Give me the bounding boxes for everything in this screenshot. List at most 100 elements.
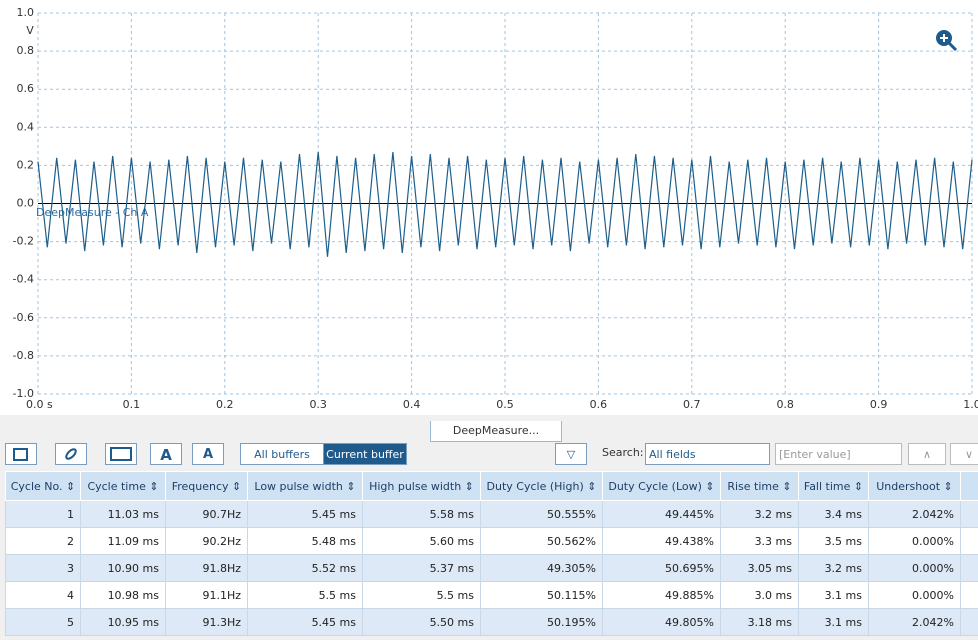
y-unit: V <box>26 24 34 37</box>
table-cell: 2 <box>5 527 81 555</box>
table-row: 3 10.90 ms 91.8Hz 5.52 ms 5.37 ms 49.305% 50.6… <box>5 554 978 582</box>
header-row: Cycle No. ⇕ Cycle time ⇕ Frequency ⇕ Low pu… <box>5 471 978 501</box>
all-buffers[interactable]: All buffers <box>240 443 324 465</box>
y-tick-label: -1.0 <box>13 387 34 400</box>
table-row: 1 11.03 ms 90.7Hz 5.45 ms 5.58 ms 50.555% 49.4… <box>5 500 978 528</box>
y-tick-label: -0.6 <box>13 311 34 324</box>
column-header[interactable]: Rise time ⇕ <box>720 471 799 501</box>
table-cell: 2.042% <box>868 500 961 528</box>
column-header[interactable]: Fall time ⇕ <box>798 471 869 501</box>
table-cell: 5.58 ms <box>362 500 481 528</box>
column-header[interactable]: Frequency ⇕ <box>165 471 248 501</box>
table-cell: 90.2Hz <box>165 527 248 555</box>
table-cell: 49.305% <box>480 554 603 582</box>
table-cell: 50.695% <box>602 554 721 582</box>
x-tick-label: 0.5 <box>496 398 514 411</box>
waveform <box>37 152 973 257</box>
export-button[interactable] <box>5 443 37 465</box>
table-cell: 10.90 ms <box>80 554 166 582</box>
table-cell: 3.2 ms <box>720 500 799 528</box>
font-larger[interactable]: A <box>150 443 182 465</box>
x-tick-label: 1.0 <box>963 398 978 411</box>
icon <box>13 448 28 461</box>
table-row: 4 10.98 ms 91.1Hz 5.5 ms 5.5 ms 50.115% 49.885… <box>5 581 978 609</box>
table-cell: 91.1Hz <box>165 581 248 609</box>
icon <box>110 447 132 461</box>
x-tick-label: 0.0 s <box>26 398 53 411</box>
table-cell-clipped <box>960 527 978 555</box>
x-tick-label: 0.2 <box>216 398 234 411</box>
table-cell: 5.60 ms <box>362 527 481 555</box>
x-tick-label: 0.3 <box>309 398 327 411</box>
search-field[interactable]: All fields <box>645 443 770 465</box>
x-tick-label: 0.1 <box>123 398 141 411</box>
table-cell: 10.95 ms <box>80 608 166 636</box>
table-cell: 3.4 ms <box>798 500 869 528</box>
plot-background <box>0 0 978 415</box>
search-input[interactable]: [Enter value] <box>775 443 902 465</box>
font-smaller[interactable]: A <box>192 443 224 465</box>
x-tick-label: 0.4 <box>403 398 421 411</box>
table-cell-clipped <box>960 554 978 582</box>
table-cell: 50.555% <box>480 500 603 528</box>
column-header-clipped <box>960 471 978 501</box>
table-cell: 90.7Hz <box>165 500 248 528</box>
column-header[interactable]: Cycle No. ⇕ <box>5 471 81 501</box>
y-tick-label: 1.0 <box>17 6 35 19</box>
filter-button[interactable]: ▽ <box>555 443 587 465</box>
table-cell: 49.885% <box>602 581 721 609</box>
table-cell: 5.50 ms <box>362 608 481 636</box>
column-header[interactable]: Low pulse width ⇕ <box>247 471 363 501</box>
table-cell: 5.5 ms <box>362 581 481 609</box>
table-cell: 3.0 ms <box>720 581 799 609</box>
table-cell-clipped <box>960 500 978 528</box>
table-cell: 50.562% <box>480 527 603 555</box>
series-label: DeepMeasure - Ch A <box>36 206 149 219</box>
table-cell-clipped <box>960 581 978 609</box>
zoom-icon[interactable] <box>936 30 958 52</box>
next-button[interactable]: ∨ <box>950 443 978 465</box>
column-header[interactable]: Cycle time ⇕ <box>80 471 166 501</box>
tab[interactable]: DeepMeasure... <box>430 421 562 442</box>
prev-button[interactable]: ∧ <box>908 443 946 465</box>
column-header[interactable]: Duty Cycle (High) ⇕ <box>480 471 603 501</box>
x-tick-label: 0.9 <box>870 398 888 411</box>
table-cell: 0.000% <box>868 554 961 582</box>
icon-shape <box>110 447 132 461</box>
table-cell: 3.1 ms <box>798 608 869 636</box>
table-cell: 5.5 ms <box>247 581 363 609</box>
table-cell: 5.48 ms <box>247 527 363 555</box>
measurement-panel: DeepMeasure... A A All buffers Current b… <box>0 415 978 640</box>
table-cell: 10.98 ms <box>80 581 166 609</box>
table-row: 2 11.09 ms 90.2Hz 5.48 ms 5.60 ms 50.562% 49.4… <box>5 527 978 555</box>
column-header[interactable]: Duty Cycle (Low) ⇕ <box>602 471 721 501</box>
y-tick-label: 0.6 <box>17 82 35 95</box>
table-cell: 3 <box>5 554 81 582</box>
zoom-handle[interactable] <box>947 41 958 52</box>
table-cell: 49.805% <box>602 608 721 636</box>
table-cell: 91.3Hz <box>165 608 248 636</box>
column-header[interactable]: Undershoot ⇕ <box>868 471 961 501</box>
table-cell: 4 <box>5 581 81 609</box>
link-button[interactable] <box>55 443 87 465</box>
table-cell: 50.115% <box>480 581 603 609</box>
table-cell: 49.445% <box>602 500 721 528</box>
y-tick-label: -0.8 <box>13 349 34 362</box>
table-cell: 3.3 ms <box>720 527 799 555</box>
table-cell: 3.18 ms <box>720 608 799 636</box>
search-label: Search: <box>602 446 644 459</box>
columns-button[interactable] <box>105 443 137 465</box>
column-header[interactable]: High pulse width ⇕ <box>362 471 481 501</box>
table-cell: 0.000% <box>868 581 961 609</box>
table-cell: 11.03 ms <box>80 500 166 528</box>
table-cell: 0.000% <box>868 527 961 555</box>
table-cell: 5.45 ms <box>247 500 363 528</box>
table-cell: 5.52 ms <box>247 554 363 582</box>
table-cell: 3.2 ms <box>798 554 869 582</box>
current-buffer[interactable]: Current buffer <box>323 443 407 465</box>
x-tick-label: 0.7 <box>683 398 701 411</box>
measurement-table: Cycle No. ⇕ Cycle time ⇕ Frequency ⇕ Low pu… <box>5 471 978 636</box>
y-tick-label: 0.0 <box>17 197 35 210</box>
table-cell: 49.438% <box>602 527 721 555</box>
table-cell: 50.195% <box>480 608 603 636</box>
